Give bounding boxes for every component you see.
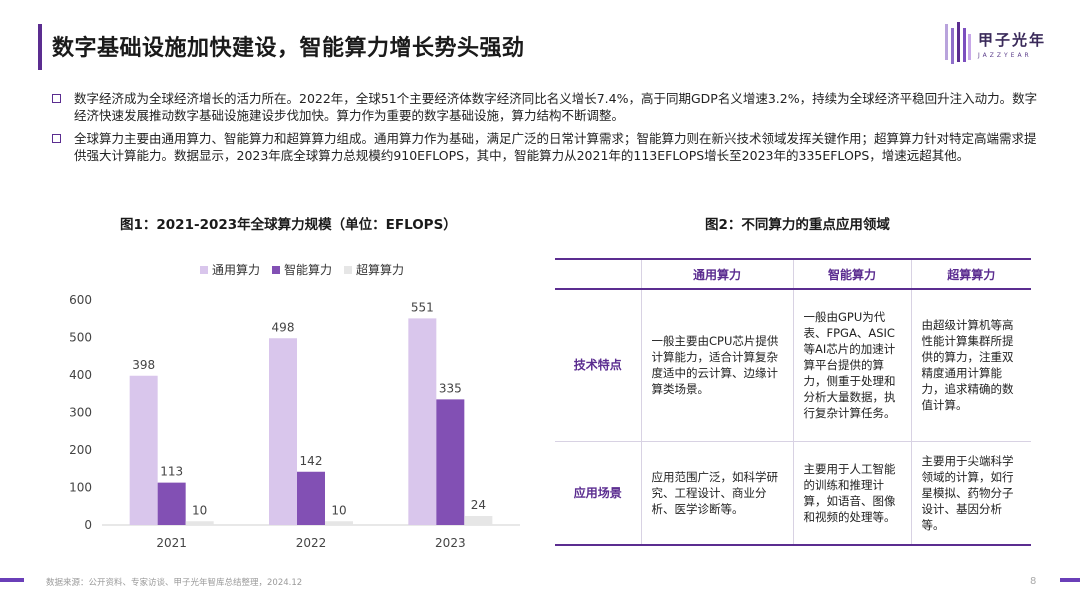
bullet-item: 全球算力主要由通用算力、智能算力和超算算力组成。通用算力作为基础，满足广泛的日常… [52, 130, 1042, 164]
figure2-title: 图2：不同算力的重点应用领域 [705, 217, 890, 233]
legend-label: 通用算力 [212, 262, 260, 277]
data-source-note: 数据来源：公开资料、专家访谈、甲子光年智库总结整理，2024.12 [46, 578, 303, 588]
table-header-cell: 通用算力 [640, 258, 793, 290]
application-table: 通用算力 智能算力 超算算力 技术特点 一般主要由CPU芯片提供计算能力，适合计… [555, 258, 1031, 546]
legend-swatch [344, 266, 352, 274]
bar-chart: 通用算力 智能算力 超算算力 0 100 200 300 400 500 600 398 113 10 2… [69, 262, 520, 550]
bar [464, 516, 493, 525]
legend-label: 智能算力 [284, 262, 332, 277]
bar [408, 318, 437, 525]
data-label: 10 [331, 503, 346, 517]
data-label: 24 [471, 498, 486, 512]
page-title: 数字基础设施加快建设，智能算力增长势头强劲 [52, 36, 525, 61]
x-tick-label: 2022 [296, 536, 327, 550]
bar [157, 482, 186, 525]
bullet-text: 数字经济成为全球经济增长的活力所在。2022年，全球51个主要经济体数字经济同比… [74, 91, 1038, 123]
table-header-cell [555, 258, 641, 290]
data-label: 142 [300, 454, 323, 468]
legend-swatch [272, 266, 280, 274]
table-cell: 一般主要由CPU芯片提供计算能力，适合计算复杂度适中的云计算、边缘计算类场景。 [640, 289, 793, 442]
y-tick-label: 300 [69, 406, 92, 420]
data-label: 335 [439, 381, 462, 395]
x-tick-label: 2023 [435, 536, 466, 550]
table-cell: 主要用于尖端科学领域的计算，如行星模拟、药物分子设计、基因分析等。 [910, 441, 1031, 546]
data-label: 551 [411, 300, 434, 314]
bar [436, 399, 465, 525]
table-cell: 一般由GPU为代表、FPGA、ASIC等AI芯片的加速计算平台提供的算力，侧重于… [792, 289, 911, 442]
bullet-item: 数字经济成为全球经济增长的活力所在。2022年，全球51个主要经济体数字经济同比… [52, 90, 1042, 124]
table-cell: 应用范围广泛，如科学研究、工程设计、商业分析、医学诊断等。 [640, 441, 793, 546]
logo-icon [945, 22, 971, 64]
y-tick-label: 600 [69, 293, 92, 307]
bullet-list: 数字经济成为全球经济增长的活力所在。2022年，全球51个主要经济体数字经济同比… [52, 90, 1042, 170]
company-logo: 甲子光年 JAZZYEAR [944, 20, 1064, 66]
bullet-text: 全球算力主要由通用算力、智能算力和超算算力组成。通用算力作为基础，满足广泛的日常… [74, 131, 1037, 163]
page-number: 8 [1030, 576, 1037, 587]
y-tick-label: 100 [69, 481, 92, 495]
data-label: 10 [192, 503, 207, 517]
bar [269, 338, 297, 525]
x-tick-label: 2021 [156, 536, 187, 550]
bar [129, 375, 158, 525]
logo-name: 甲子光年 [978, 31, 1047, 49]
data-label: 398 [132, 358, 155, 372]
bar [297, 471, 325, 525]
row-label: 技术特点 [555, 289, 641, 442]
y-tick-label: 200 [69, 443, 92, 457]
bar-chart-container: 通用算力 智能算力 超算算力 0 100 200 300 400 500 600 398 113 10 2… [40, 258, 530, 558]
figure1-title: 图1：2021-2023年全球算力规模（单位：EFLOPS） [120, 217, 457, 233]
bullet-square-icon [52, 134, 61, 143]
bar [185, 521, 214, 525]
footer-accent-left [0, 578, 24, 582]
table-row: 技术特点 一般主要由CPU芯片提供计算能力，适合计算复杂度适中的云计算、边缘计算… [555, 289, 1031, 442]
table-header-row: 通用算力 智能算力 超算算力 [555, 258, 1031, 290]
table-row: 应用场景 应用范围广泛，如科学研究、工程设计、商业分析、医学诊断等。 主要用于人… [555, 441, 1031, 546]
table-header-cell: 超算算力 [910, 258, 1031, 290]
footer-accent-right [1060, 578, 1080, 582]
table-header-cell: 智能算力 [792, 258, 911, 290]
legend-swatch [200, 266, 208, 274]
y-tick-label: 400 [69, 368, 92, 382]
table-cell: 由超级计算机等高性能计算集群所提供的算力，注重双精度通用计算能力，追求精确的数值… [910, 289, 1031, 442]
title-accent-bar [38, 24, 42, 70]
logo-subtitle: JAZZYEAR [978, 52, 1032, 59]
legend-label: 超算算力 [356, 262, 404, 277]
y-tick-label: 500 [69, 331, 92, 345]
y-tick-label: 0 [84, 518, 92, 532]
data-label: 498 [272, 320, 295, 334]
row-label: 应用场景 [555, 441, 641, 546]
data-label: 113 [160, 465, 183, 479]
bar [325, 521, 353, 525]
table-cell: 主要用于人工智能的训练和推理计算，如语音、图像和视频的处理等。 [792, 441, 911, 546]
bullet-square-icon [52, 94, 61, 103]
